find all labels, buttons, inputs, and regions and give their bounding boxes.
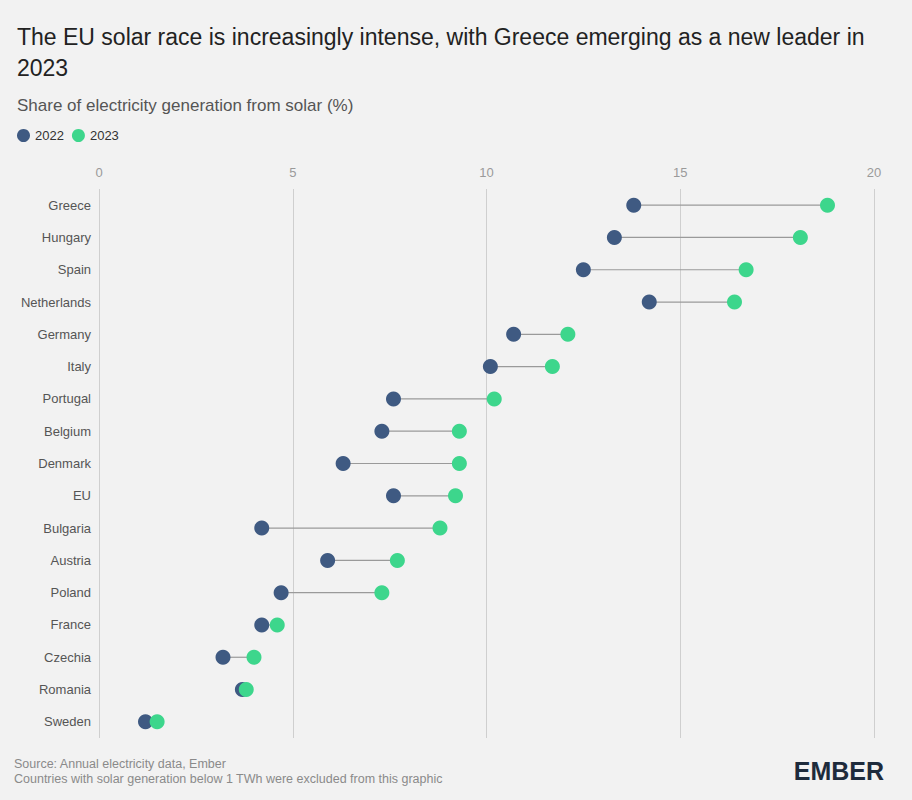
svg-text:EMBER: EMBER bbox=[794, 757, 884, 785]
svg-text:Netherlands: Netherlands bbox=[21, 295, 92, 310]
svg-text:Portugal: Portugal bbox=[43, 391, 92, 406]
svg-text:The EU solar race is increasin: The EU solar race is increasingly intens… bbox=[17, 24, 871, 50]
svg-text:Hungary: Hungary bbox=[42, 230, 92, 245]
svg-text:2022: 2022 bbox=[35, 128, 64, 143]
svg-text:Austria: Austria bbox=[51, 553, 92, 568]
svg-text:Sweden: Sweden bbox=[44, 714, 91, 729]
svg-text:EU: EU bbox=[73, 488, 91, 503]
svg-text:Countries with solar generatio: Countries with solar generation below 1 … bbox=[14, 772, 442, 786]
svg-text:Denmark: Denmark bbox=[38, 456, 91, 471]
svg-text:2023: 2023 bbox=[17, 55, 68, 81]
svg-text:20: 20 bbox=[867, 165, 881, 180]
svg-text:10: 10 bbox=[479, 165, 493, 180]
svg-text:0: 0 bbox=[95, 165, 102, 180]
svg-text:Bulgaria: Bulgaria bbox=[43, 521, 91, 536]
svg-text:Belgium: Belgium bbox=[44, 424, 91, 439]
svg-text:Czechia: Czechia bbox=[44, 650, 92, 665]
svg-text:Greece: Greece bbox=[48, 198, 91, 213]
svg-text:Italy: Italy bbox=[67, 359, 91, 374]
svg-text:2023: 2023 bbox=[90, 128, 119, 143]
svg-text:5: 5 bbox=[289, 165, 296, 180]
svg-text:Source: Annual electricity dat: Source: Annual electricity data, Ember bbox=[14, 757, 226, 771]
svg-text:France: France bbox=[51, 617, 91, 632]
svg-text:15: 15 bbox=[673, 165, 687, 180]
svg-text:Romania: Romania bbox=[39, 682, 92, 697]
svg-text:Germany: Germany bbox=[38, 327, 92, 342]
svg-text:Share of electricity generatio: Share of electricity generation from sol… bbox=[17, 96, 353, 115]
svg-text:Spain: Spain bbox=[58, 262, 91, 277]
svg-text:Poland: Poland bbox=[51, 585, 91, 600]
